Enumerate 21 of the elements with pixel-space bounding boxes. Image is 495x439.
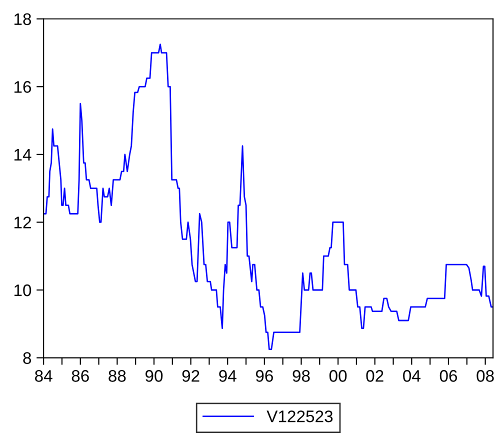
- x-tick-label: 04: [403, 370, 420, 382]
- x-tick-label: 94: [219, 370, 236, 382]
- x-tick-label: 98: [292, 370, 310, 382]
- x-tick-label: 86: [72, 370, 89, 382]
- x-tick-label: 02: [366, 370, 384, 382]
- line-series: [44, 44, 494, 350]
- y-tick-label: 12: [14, 216, 31, 228]
- x-tick-label: 00: [329, 370, 347, 382]
- x-tick-label: 90: [146, 370, 163, 382]
- y-tick-label: 10: [14, 284, 32, 296]
- y-tick-label: 14: [14, 149, 32, 160]
- x-tick-label: 92: [182, 370, 200, 382]
- y-tick-label: 16: [14, 81, 32, 93]
- legend-label: V122523: [266, 410, 333, 422]
- x-tick-label: 08: [476, 370, 494, 382]
- x-tick-label: 06: [440, 370, 458, 382]
- x-tick-label: 88: [108, 370, 126, 382]
- x-tick-label: 96: [256, 370, 273, 382]
- y-tick-label: 8: [23, 352, 32, 364]
- x-tick-label: 84: [35, 370, 52, 382]
- y-tick-label: 18: [14, 13, 32, 26]
